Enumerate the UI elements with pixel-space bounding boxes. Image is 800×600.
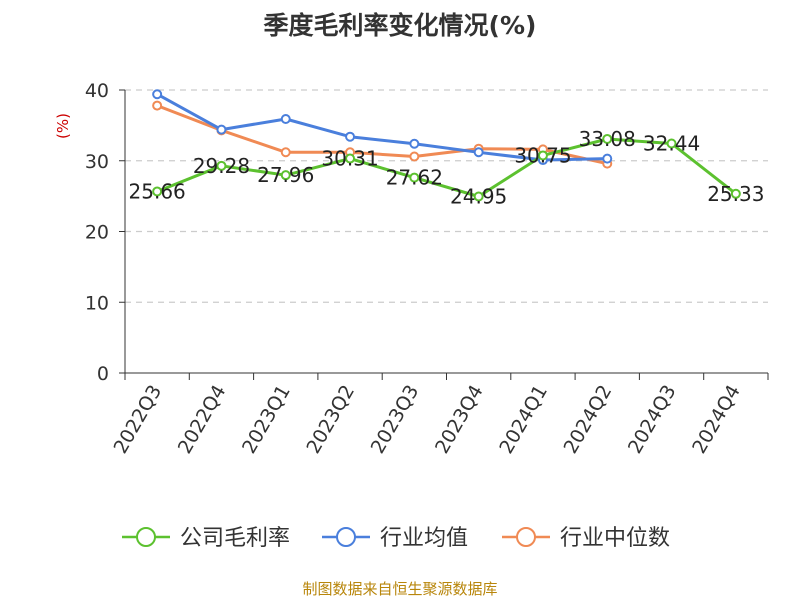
data-label: 33.08 xyxy=(579,127,636,151)
x-tick-label: 2023Q2 xyxy=(302,381,359,457)
y-tick-label: 20 xyxy=(85,222,109,244)
data-point xyxy=(216,124,227,135)
data-point xyxy=(280,114,291,125)
data-point xyxy=(666,138,677,149)
legend-marker xyxy=(516,527,536,547)
y-tick-label: 10 xyxy=(85,292,109,314)
data-point xyxy=(216,160,227,171)
data-point xyxy=(602,153,613,164)
series-line xyxy=(156,92,608,162)
y-tick-label: 40 xyxy=(85,80,109,102)
data-label: 30.75 xyxy=(514,143,571,167)
data-point xyxy=(345,131,356,142)
data-point xyxy=(280,170,291,181)
x-tick-label: 2023Q1 xyxy=(238,381,295,457)
data-point xyxy=(473,191,484,202)
x-tick-label: 2022Q3 xyxy=(109,381,166,457)
data-label: 27.62 xyxy=(386,166,443,190)
data-label: 25.33 xyxy=(707,182,764,206)
y-axis-label: (%) xyxy=(54,113,72,139)
data-point xyxy=(152,100,163,111)
data-point xyxy=(537,150,548,161)
legend-marker xyxy=(136,527,156,547)
data-point xyxy=(730,188,741,199)
data-point xyxy=(473,147,484,158)
data-point xyxy=(409,138,420,149)
y-tick-label: 0 xyxy=(97,363,109,385)
x-tick-label: 2024Q3 xyxy=(624,381,681,457)
data-point xyxy=(602,133,613,144)
x-tick-label: 2022Q4 xyxy=(174,381,231,457)
x-tick-label: 2024Q2 xyxy=(560,381,617,457)
x-tick-label: 2023Q4 xyxy=(431,381,488,457)
data-point xyxy=(409,172,420,183)
legend-label: 行业中位数 xyxy=(560,526,670,551)
x-tick-label: 2023Q3 xyxy=(367,381,424,457)
y-tick-label: 30 xyxy=(85,151,109,173)
series-line xyxy=(156,137,737,198)
data-label: 25.66 xyxy=(129,179,186,203)
data-point xyxy=(152,186,163,197)
legend-label: 公司毛利率 xyxy=(180,526,290,551)
x-tick-label: 2024Q1 xyxy=(495,381,552,457)
data-label: 27.96 xyxy=(257,163,314,187)
legend-marker xyxy=(336,527,356,547)
data-point xyxy=(152,89,163,100)
source-note: 制图数据来自恒生聚源数据库 xyxy=(302,580,498,598)
data-label: 24.95 xyxy=(450,184,507,208)
legend-label: 行业均值 xyxy=(380,526,468,551)
data-label: 32.44 xyxy=(643,131,700,155)
series-line xyxy=(156,104,608,166)
data-point xyxy=(409,151,420,162)
data-label: 30.31 xyxy=(321,147,378,171)
x-tick-label: 2024Q4 xyxy=(688,381,745,457)
data-point xyxy=(345,153,356,164)
chart-title: 季度毛利率变化情况(%) xyxy=(263,11,537,40)
data-label: 29.28 xyxy=(193,154,250,178)
data-point xyxy=(280,147,291,158)
